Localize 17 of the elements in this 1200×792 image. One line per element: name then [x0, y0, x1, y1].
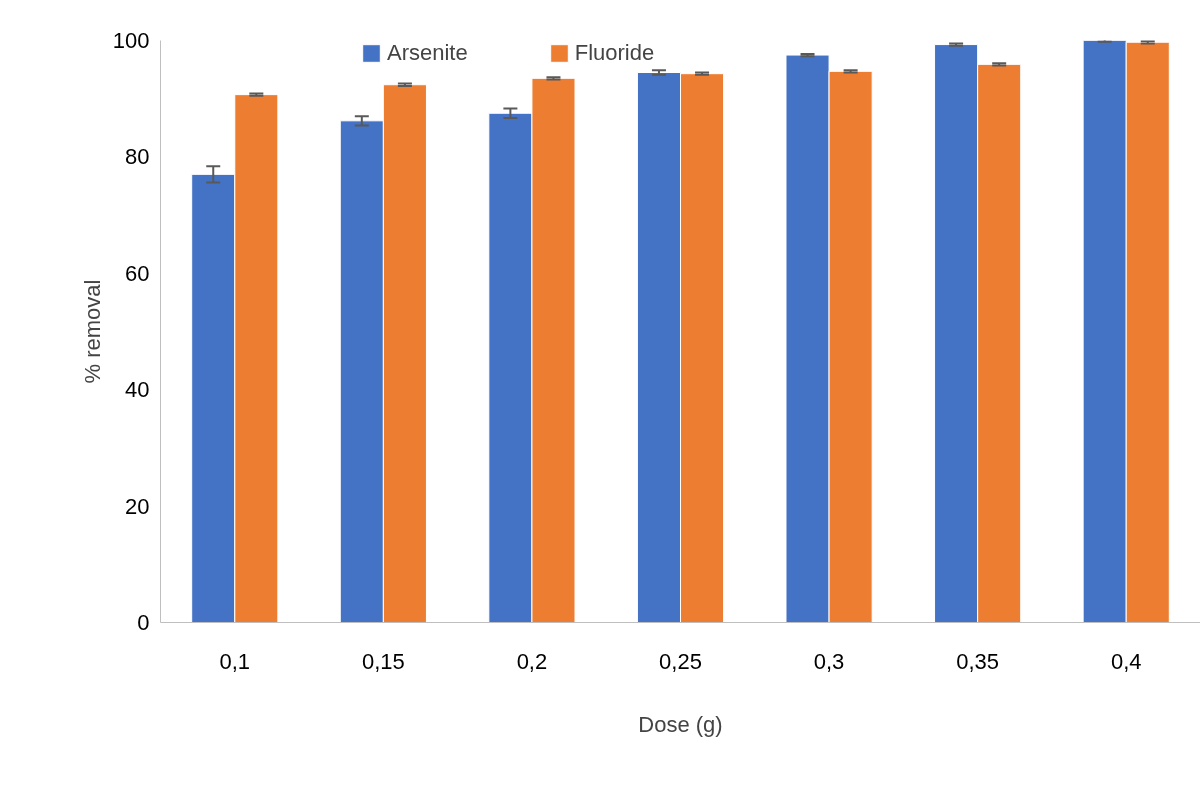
- x-tick-label: 0,3: [813, 648, 845, 674]
- y-tick-label: 100: [112, 28, 150, 53]
- x-tick-label: 0,25: [659, 648, 702, 674]
- y-tick-label: 60: [125, 260, 150, 286]
- x-tick-label: 0,15: [361, 648, 405, 674]
- y-tick-label: 80: [125, 144, 150, 170]
- y-tick-label: 20: [125, 493, 150, 519]
- x-tick-label: 0,1: [219, 648, 251, 674]
- legend-label: Fluoride: [574, 40, 655, 66]
- legend-label: Arsenite: [387, 40, 468, 66]
- x-tick-label: 0,35: [956, 648, 1000, 674]
- y-axis-title: % removal: [79, 279, 105, 384]
- y-tick-label: 0: [137, 610, 150, 635]
- x-tick-label: 0,2: [516, 648, 548, 674]
- x-tick-label: 0,4: [1110, 648, 1142, 674]
- x-axis-title: Dose (g): [638, 711, 723, 737]
- y-tick-label: 40: [125, 377, 150, 403]
